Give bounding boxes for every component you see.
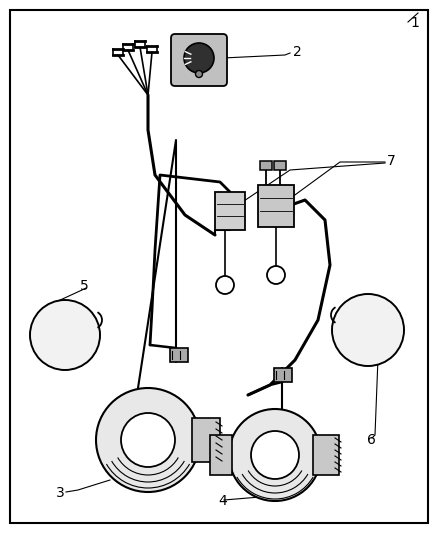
Circle shape [216,276,234,294]
Bar [215,192,245,230]
Circle shape [251,431,299,479]
Bar [210,435,232,475]
Bar [170,348,188,362]
Bar [274,161,286,170]
Circle shape [267,266,285,284]
Circle shape [195,70,202,77]
Text: 5: 5 [80,279,89,293]
Text: 4: 4 [218,494,227,508]
Bar [313,435,339,475]
Text: 6: 6 [367,433,376,447]
Bar [258,185,294,227]
Bar [274,368,292,382]
Text: 7: 7 [387,154,396,168]
Text: 1: 1 [410,16,419,30]
Bar [260,161,272,170]
Circle shape [229,409,321,501]
Circle shape [30,300,100,370]
Text: 3: 3 [56,486,65,500]
Circle shape [184,43,214,73]
Circle shape [332,294,404,366]
Circle shape [121,413,175,467]
Circle shape [96,388,200,492]
Text: 2: 2 [293,45,302,59]
Bar [192,418,220,462]
FancyBboxPatch shape [171,34,227,86]
